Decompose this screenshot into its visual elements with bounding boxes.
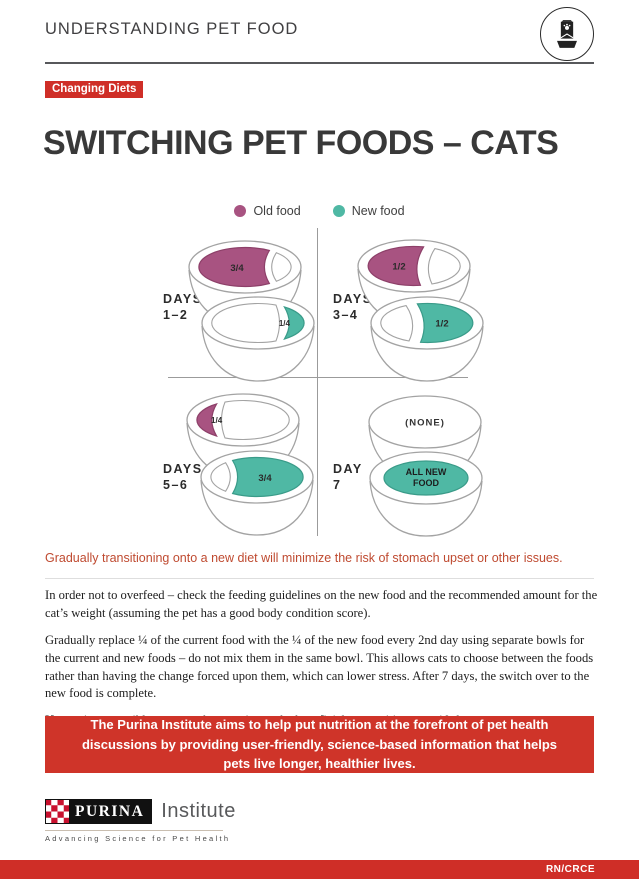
paragraph: In order not to overfeed – check the fee… bbox=[45, 588, 598, 620]
purina-institute-logo: PURINA Institute bbox=[45, 799, 236, 824]
day-label: DAYS 1–2 bbox=[163, 292, 203, 322]
brand-name: PURINA bbox=[75, 802, 145, 820]
svg-text:(NONE): (NONE) bbox=[405, 418, 445, 429]
svg-text:3/4: 3/4 bbox=[230, 263, 244, 274]
brand-suffix: Institute bbox=[161, 800, 236, 822]
lead-divider bbox=[45, 578, 594, 579]
mission-callout-text: The Purina Institute aims to help put nu… bbox=[81, 717, 558, 772]
legend-item-old-food: Old food bbox=[234, 204, 301, 218]
svg-text:FOOD: FOOD bbox=[413, 478, 439, 488]
topic-badge: Changing Diets bbox=[45, 81, 144, 98]
legend-item-new-food: New food bbox=[332, 204, 405, 218]
day-label: DAY 7 bbox=[333, 462, 363, 492]
old-food-dot-icon bbox=[234, 205, 247, 217]
svg-text:1/4: 1/4 bbox=[279, 319, 291, 328]
bottom-bar: RN/CRCE bbox=[0, 860, 639, 879]
header-divider bbox=[45, 62, 594, 64]
legend-label: New food bbox=[351, 204, 405, 218]
svg-text:3/4: 3/4 bbox=[258, 473, 272, 484]
svg-text:1/4: 1/4 bbox=[211, 416, 223, 425]
diagram-horizontal-divider bbox=[168, 377, 468, 378]
svg-text:ALL NEW: ALL NEW bbox=[406, 467, 447, 477]
diagram-vertical-divider bbox=[317, 228, 318, 536]
svg-text:1/2: 1/2 bbox=[435, 319, 448, 330]
food-legend: Old food New food bbox=[0, 204, 639, 218]
bowl-new-food: 1/2 bbox=[370, 296, 484, 382]
purina-wordmark: PURINA bbox=[45, 799, 153, 824]
lead-text: Gradually transitioning onto a new diet … bbox=[45, 551, 563, 565]
purina-checkerboard-icon bbox=[45, 799, 70, 824]
page-kicker: UNDERSTANDING PET FOOD bbox=[45, 20, 299, 38]
day-label: DAYS 5–6 bbox=[163, 462, 203, 492]
brand-tagline: Advancing Science for Pet Health bbox=[45, 834, 231, 843]
svg-text:1/2: 1/2 bbox=[392, 262, 405, 273]
legend-label: Old food bbox=[253, 204, 301, 218]
document-code: RN/CRCE bbox=[545, 864, 595, 875]
mission-callout: The Purina Institute aims to help put nu… bbox=[45, 716, 594, 773]
day-label: DAYS 3–4 bbox=[333, 292, 373, 322]
bowl-new-food: 3/4 bbox=[200, 450, 314, 536]
paragraph: Gradually replace ¼ of the current food … bbox=[45, 632, 594, 701]
pet-food-bag-bowl-icon bbox=[540, 7, 594, 61]
bowl-new-food: 1/4 bbox=[201, 296, 315, 382]
new-food-dot-icon bbox=[332, 205, 345, 217]
page-title: SWITCHING PET FOODS – CATS bbox=[43, 124, 559, 162]
tagline-divider bbox=[45, 830, 223, 831]
transition-diagram: DAYS 1–2 3/4 1/4 DAYS 3–4 1/2 1/2 DAYS 5–6 1/4 3/4 D… bbox=[150, 228, 620, 550]
